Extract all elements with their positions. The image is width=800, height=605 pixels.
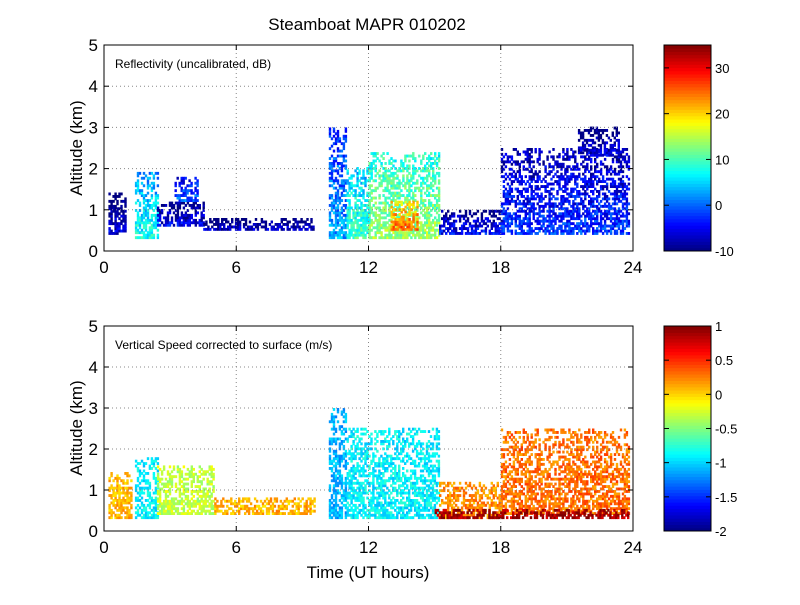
colorbar-tick-label: 1 bbox=[715, 319, 722, 334]
x-tick-label: 6 bbox=[232, 258, 241, 277]
chart-title: Steamboat MAPR 010202 bbox=[268, 15, 466, 34]
colorbar-tick-label: -1.5 bbox=[715, 490, 737, 505]
echo-region bbox=[175, 177, 199, 202]
x-tick-label: 12 bbox=[359, 538, 378, 557]
colorbar-vertical-speed: -2 -1.5 -1 -0.5 0 0.5 1 bbox=[664, 319, 737, 539]
vertical-speed-ylabel: Altitude (km) bbox=[67, 380, 86, 475]
reflectivity-annotation: Reflectivity (uncalibrated, dB) bbox=[115, 57, 271, 71]
velocity-region bbox=[214, 497, 316, 515]
vertical-speed-annotation: Vertical Speed corrected to surface (m/s… bbox=[115, 338, 332, 352]
echo-region bbox=[108, 193, 126, 235]
velocity-region bbox=[501, 429, 630, 516]
y-tick-label: 4 bbox=[89, 77, 98, 96]
x-tick-label: 24 bbox=[624, 538, 643, 557]
colorbar-tick-label: 0 bbox=[715, 198, 722, 213]
y-tick-label: 2 bbox=[89, 440, 98, 459]
y-tick-label: 4 bbox=[89, 358, 98, 377]
reflectivity-ylabel: Altitude (km) bbox=[67, 100, 86, 195]
colorbar-tick-label: -0.5 bbox=[715, 422, 737, 437]
velocity-region bbox=[329, 408, 347, 519]
colorbar-tick-label: 30 bbox=[715, 61, 729, 76]
x-axis-label: Time (UT hours) bbox=[307, 563, 430, 582]
y-tick-label: 1 bbox=[89, 201, 98, 220]
colorbar-gradient bbox=[664, 45, 711, 252]
y-tick-label: 3 bbox=[89, 399, 98, 418]
echo-region bbox=[439, 210, 503, 235]
colorbar-tick-label: -10 bbox=[715, 244, 734, 259]
echo-region bbox=[391, 201, 419, 231]
y-tick-label: 5 bbox=[89, 36, 98, 55]
y-tick-label: 2 bbox=[89, 160, 98, 179]
velocity-region bbox=[157, 465, 215, 515]
colorbar-reflectivity: -10 0 10 20 30 bbox=[664, 45, 734, 259]
colorbar-tick-label: 0.5 bbox=[715, 353, 733, 368]
x-tick-label: 24 bbox=[624, 258, 643, 277]
colorbar-tick-label: -2 bbox=[715, 524, 727, 539]
velocity-region bbox=[135, 457, 159, 519]
x-tick-label: 6 bbox=[232, 538, 241, 557]
echo-region bbox=[203, 218, 314, 231]
x-tick-label: 0 bbox=[99, 538, 108, 557]
y-tick-label: 1 bbox=[89, 481, 98, 500]
echo-region bbox=[135, 172, 159, 239]
colorbar-tick-label: -1 bbox=[715, 456, 727, 471]
echo-region bbox=[501, 148, 630, 235]
y-tick-label: 3 bbox=[89, 118, 98, 137]
velocity-region bbox=[108, 472, 132, 519]
echo-region bbox=[347, 167, 371, 239]
y-tick-label: 0 bbox=[89, 522, 98, 541]
y-tick-label: 5 bbox=[89, 317, 98, 336]
echo-region bbox=[329, 127, 347, 239]
x-tick-label: 18 bbox=[491, 538, 510, 557]
colorbar-tick-label: 20 bbox=[715, 107, 729, 122]
colorbar-gradient bbox=[664, 326, 711, 532]
velocity-layer bbox=[108, 408, 630, 519]
x-tick-label: 18 bbox=[491, 258, 510, 277]
x-tick-label: 0 bbox=[99, 258, 108, 277]
velocity-region bbox=[347, 428, 441, 519]
colorbar-tick-label: 0 bbox=[715, 387, 722, 402]
colorbar-tick-label: 10 bbox=[715, 152, 729, 167]
echo-region bbox=[157, 202, 205, 227]
reflectivity-echo-layer bbox=[108, 127, 630, 239]
y-tick-label: 0 bbox=[89, 242, 98, 261]
x-tick-label: 12 bbox=[359, 258, 378, 277]
